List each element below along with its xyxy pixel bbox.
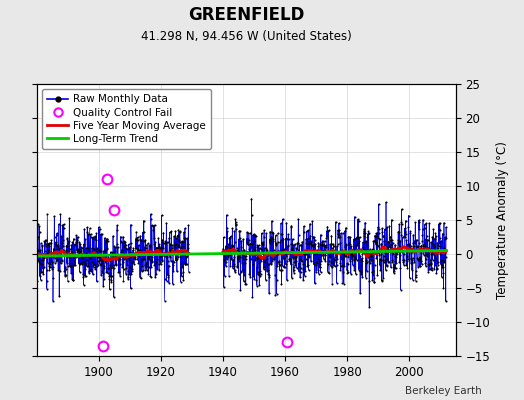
Text: Berkeley Earth: Berkeley Earth: [406, 386, 482, 396]
Text: 41.298 N, 94.456 W (United States): 41.298 N, 94.456 W (United States): [141, 30, 352, 43]
Y-axis label: Temperature Anomaly (°C): Temperature Anomaly (°C): [496, 141, 509, 299]
Legend: Raw Monthly Data, Quality Control Fail, Five Year Moving Average, Long-Term Tren: Raw Monthly Data, Quality Control Fail, …: [42, 89, 211, 149]
Text: GREENFIELD: GREENFIELD: [188, 6, 304, 24]
